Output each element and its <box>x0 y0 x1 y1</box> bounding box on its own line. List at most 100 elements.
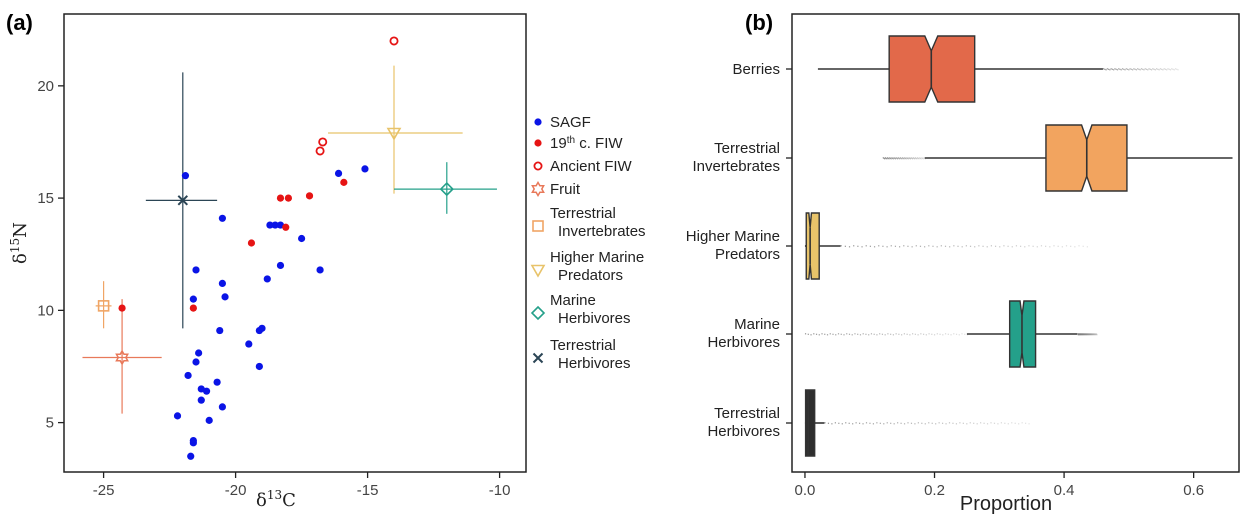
outlier-points <box>1000 422 1002 424</box>
outlier-points <box>897 422 899 424</box>
outlier-points <box>923 157 925 159</box>
outlier-points <box>1092 333 1094 335</box>
scatter-point <box>298 234 306 243</box>
outlier-points <box>865 333 867 335</box>
outlier-points <box>1138 68 1140 70</box>
outlier-points <box>1130 68 1132 70</box>
outlier-points <box>1120 69 1122 71</box>
outlier-points <box>980 422 982 424</box>
outlier-points <box>906 157 909 159</box>
outlier-points <box>969 245 972 247</box>
outlier-points <box>1091 334 1093 336</box>
outlier-points <box>966 334 969 336</box>
scatter-point <box>189 295 197 303</box>
outlier-points <box>914 333 916 335</box>
panel-a-label: (a) <box>6 10 33 35</box>
scatter-point <box>197 396 205 404</box>
legend-label: Terrestrial Invertebrates <box>550 205 646 240</box>
outlier-points <box>1061 246 1063 248</box>
outlier-points <box>1024 246 1026 248</box>
outlier-points <box>909 158 912 160</box>
outlier-points <box>1036 246 1038 248</box>
y-tick-label: 5 <box>46 415 54 432</box>
outlier-points <box>917 157 919 159</box>
scatter-point <box>266 221 274 229</box>
outlier-points <box>862 333 864 335</box>
outlier-points <box>1084 334 1086 336</box>
category-label-line: Higher Marine <box>686 228 780 245</box>
outlier-points <box>879 422 881 424</box>
scatter-point <box>305 192 314 200</box>
outlier-points <box>903 245 905 247</box>
outlier-points <box>1087 333 1090 335</box>
outlier-points <box>889 157 891 159</box>
outlier-points <box>1102 68 1105 70</box>
outlier-points <box>835 334 837 336</box>
outlier-points <box>1155 68 1158 70</box>
outlier-points <box>1142 68 1144 70</box>
outlier-points <box>974 246 976 248</box>
outlier-points <box>865 422 868 424</box>
outlier-points <box>969 422 971 424</box>
outlier-points <box>841 423 843 425</box>
outlier-points <box>924 246 926 248</box>
scatter-point <box>263 275 271 283</box>
scatter-point <box>340 178 348 186</box>
outlier-points <box>941 422 944 424</box>
scatter-point <box>187 452 195 460</box>
box <box>805 212 820 280</box>
outlier-points <box>886 157 889 159</box>
outlier-points <box>966 423 968 425</box>
outlier-points <box>1140 68 1143 70</box>
outlier-points <box>873 246 876 248</box>
outlier-points <box>916 158 918 160</box>
outlier-points <box>873 333 875 335</box>
scatter-plot-frame <box>63 13 527 473</box>
scatter-x-axis-title: δ13C <box>256 488 296 511</box>
outlier-points <box>1011 422 1013 424</box>
outlier-points <box>1133 68 1135 70</box>
outlier-points <box>1085 334 1087 336</box>
outlier-points <box>897 157 899 159</box>
outlier-points <box>912 157 914 159</box>
outlier-points <box>898 157 900 159</box>
outlier-points <box>928 422 930 424</box>
outlier-points <box>1086 246 1088 248</box>
outlier-points <box>886 422 888 424</box>
scatter-point <box>216 326 224 335</box>
outlier-points <box>1125 68 1127 70</box>
outlier-points <box>1169 69 1172 71</box>
outlier-points <box>889 157 892 159</box>
outlier-points <box>824 333 826 335</box>
outlier-points <box>895 157 897 159</box>
outlier-points <box>821 333 823 335</box>
legend-label: Higher Marine Predators <box>550 249 644 284</box>
outlier-points <box>914 158 916 160</box>
outlier-points <box>1159 68 1161 70</box>
outlier-points <box>1093 333 1096 335</box>
legend-marker <box>534 118 542 126</box>
outlier-points <box>1143 69 1145 71</box>
outlier-points <box>1018 423 1020 425</box>
outlier-points <box>1115 68 1117 70</box>
legend-marker <box>532 220 544 232</box>
outlier-points <box>1074 246 1076 248</box>
outlier-points <box>947 333 949 335</box>
legend-label-part: c. FIW <box>575 135 623 152</box>
category-label: Terrestrial Herbivores <box>707 405 780 440</box>
outlier-points <box>911 158 914 160</box>
outlier-points <box>906 157 908 159</box>
outlier-points <box>911 246 913 248</box>
outlier-points <box>964 333 966 335</box>
outlier-points <box>855 422 857 424</box>
scatter-point <box>218 214 226 222</box>
legend-label-line: Higher Marine <box>550 249 644 266</box>
outlier-points <box>990 422 992 424</box>
outlier-points <box>892 158 894 160</box>
outlier-points <box>1095 334 1097 336</box>
outlier-points <box>958 334 960 336</box>
outlier-points <box>1090 334 1092 336</box>
outlier-points <box>1024 422 1027 424</box>
outlier-points <box>1110 68 1112 70</box>
